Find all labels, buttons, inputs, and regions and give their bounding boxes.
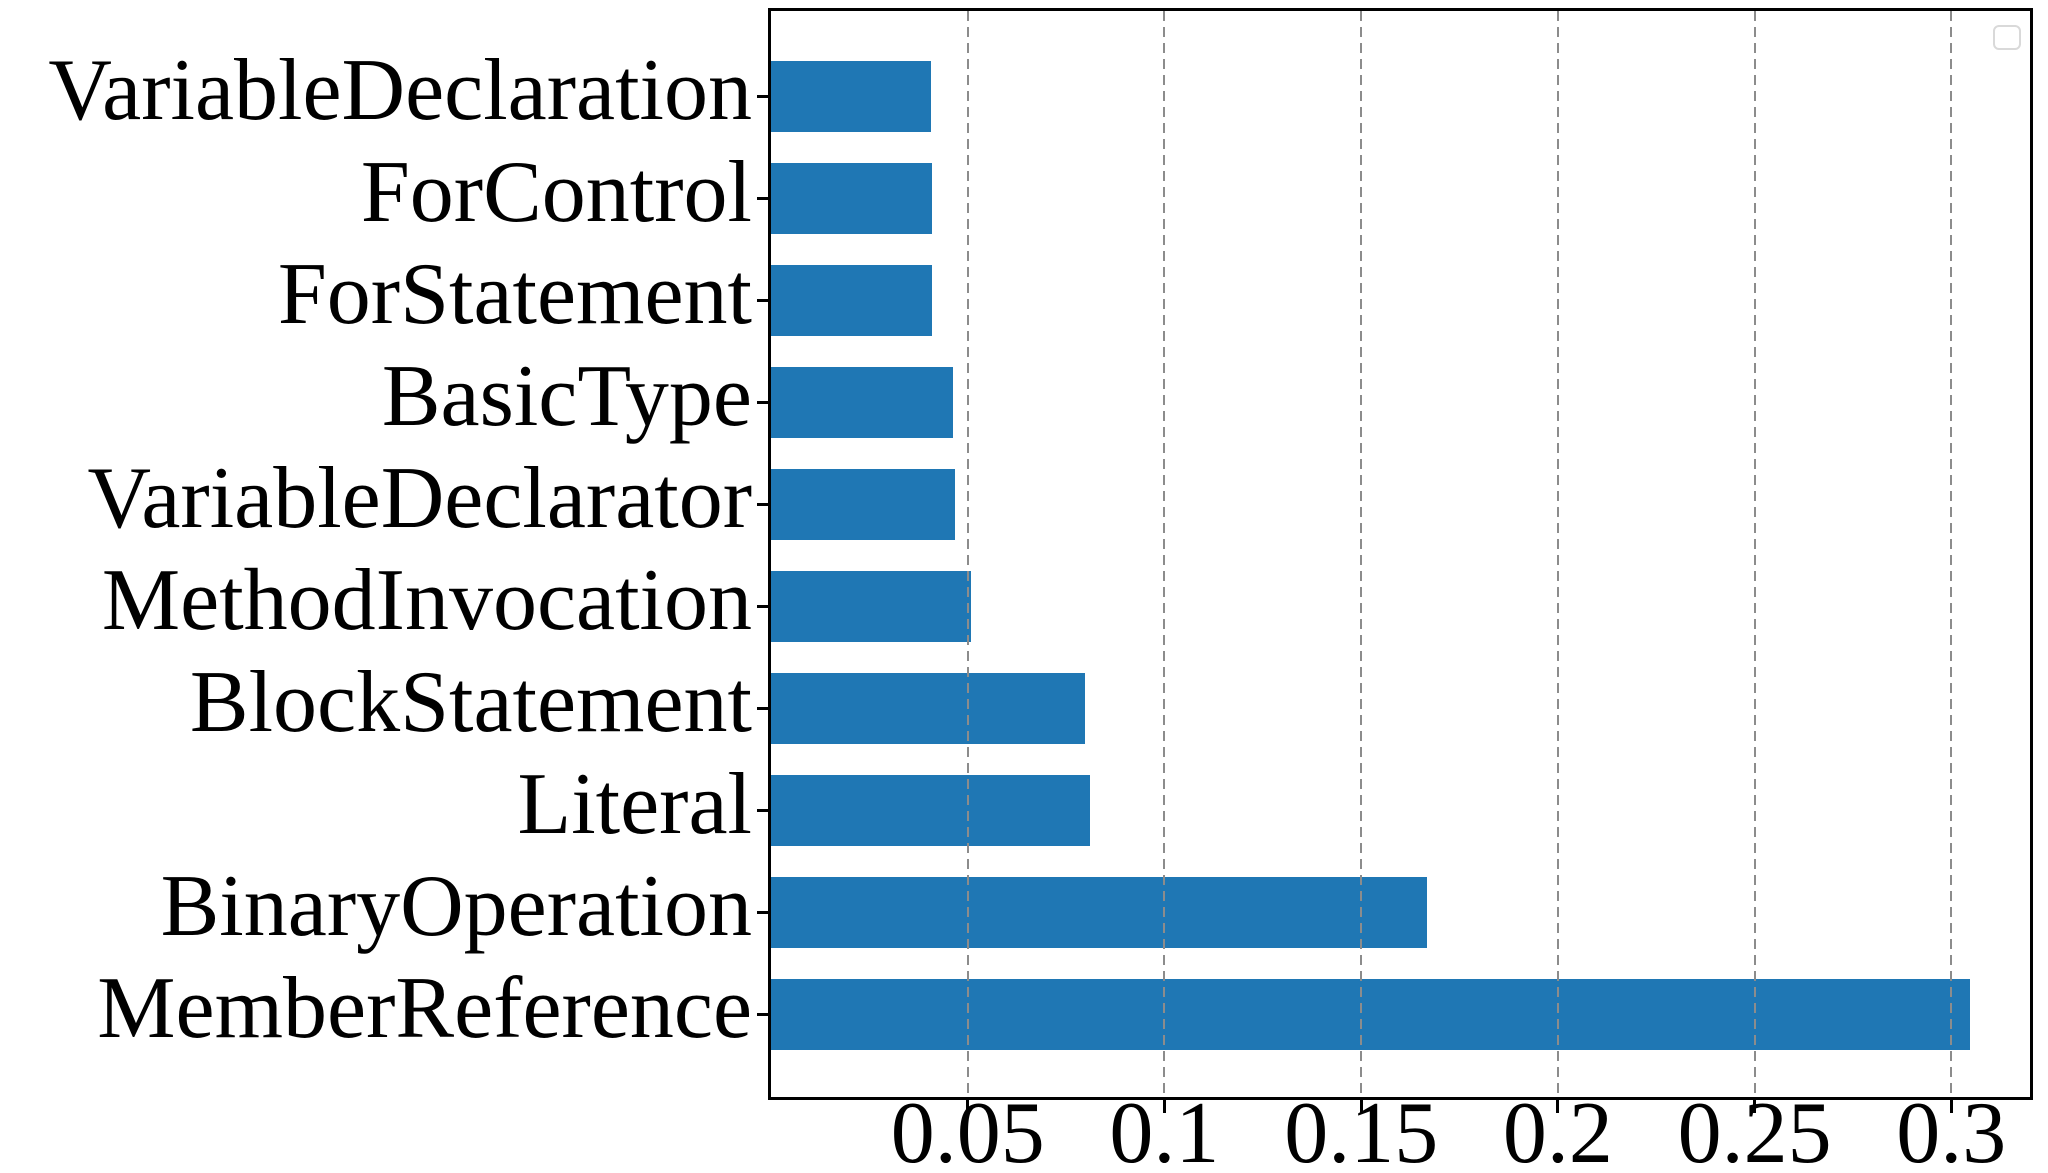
y-tick-mark: [757, 910, 768, 914]
x-tick-mark: [1556, 1100, 1560, 1113]
y-tick-mark: [757, 808, 768, 812]
y-tick-label-MethodInvocation: MethodInvocation: [101, 552, 752, 649]
y-tick-label-BasicType: BasicType: [381, 348, 752, 445]
gridline-0.1: [1163, 11, 1166, 1097]
bar-MemberReference: [771, 978, 1970, 1050]
bar-BinaryOperation: [771, 876, 1427, 948]
gridline-0.2: [1556, 11, 1559, 1097]
bar-Literal: [771, 774, 1090, 846]
y-tick-label-VariableDeclarator: VariableDeclarator: [87, 450, 752, 547]
gridline-0.25: [1753, 11, 1756, 1097]
bar-ForStatement: [771, 264, 932, 336]
y-tick-label-ForStatement: ForStatement: [277, 246, 752, 343]
x-tick-mark: [1753, 1100, 1757, 1113]
y-tick-label-MemberReference: MemberReference: [97, 960, 752, 1057]
y-tick-mark: [757, 1012, 768, 1016]
y-tick-mark: [757, 94, 768, 98]
x-tick-mark: [1949, 1100, 1953, 1113]
bar-BlockStatement: [771, 672, 1085, 744]
y-tick-label-BinaryOperation: BinaryOperation: [160, 858, 752, 955]
y-tick-mark: [757, 604, 768, 608]
gridline-0.15: [1360, 11, 1363, 1097]
y-tick-label-ForControl: ForControl: [360, 144, 752, 241]
bar-ForControl: [771, 162, 932, 234]
y-tick-mark: [757, 502, 768, 506]
y-tick-label-VariableDeclaration: VariableDeclaration: [48, 42, 752, 139]
y-tick-label-Literal: Literal: [517, 756, 752, 853]
gridline-0.3: [1950, 11, 1953, 1097]
plot-area: [768, 8, 2033, 1100]
x-tick-mark: [1162, 1100, 1166, 1113]
bar-VariableDeclarator: [771, 468, 956, 540]
y-tick-mark: [757, 298, 768, 302]
bar-MethodInvocation: [771, 570, 971, 642]
y-tick-mark: [757, 706, 768, 710]
bar-BasicType: [771, 366, 954, 438]
y-tick-mark: [757, 400, 768, 404]
legend-box: [1993, 25, 2021, 50]
x-tick-mark: [966, 1100, 970, 1113]
bar-VariableDeclaration: [771, 60, 931, 132]
x-tick-mark: [1359, 1100, 1363, 1113]
gridline-0.05: [966, 11, 969, 1097]
y-tick-mark: [757, 196, 768, 200]
y-tick-label-BlockStatement: BlockStatement: [189, 654, 752, 751]
